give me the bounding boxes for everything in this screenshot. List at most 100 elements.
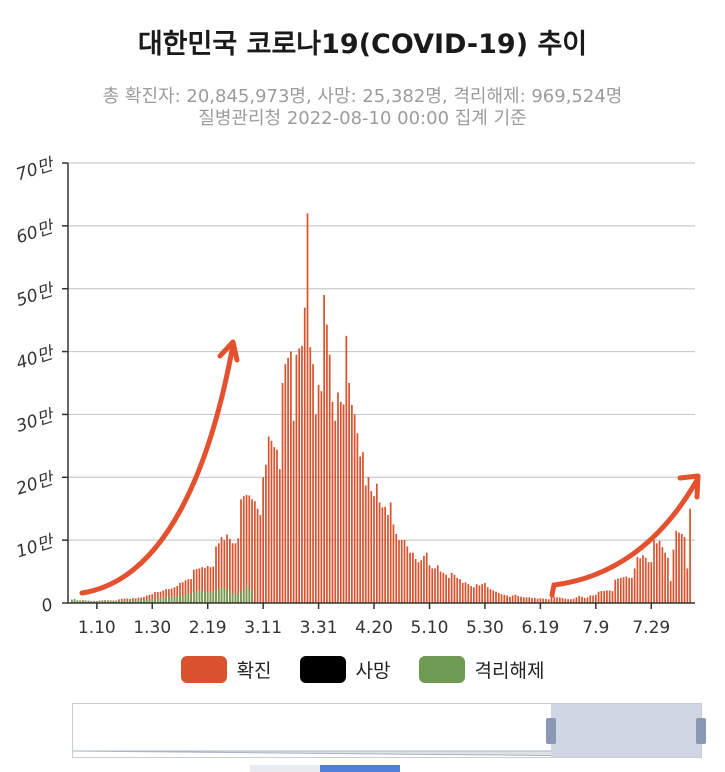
confirmed-bar [320,391,323,603]
released-bar [206,592,209,603]
released-bar [220,587,223,603]
confirmed-bar [617,578,619,603]
confirmed-bar [561,597,564,603]
confirmed-bar [631,577,633,603]
confirmed-bar [539,598,542,603]
confirmed-bar [625,576,628,603]
rising-arrow-right-head [677,473,701,500]
released-bar [109,600,112,603]
x-tick-label: 3.31 [300,618,338,638]
confirmed-bar [398,540,400,603]
confirmed-bar [442,572,445,603]
released-bar [120,600,123,603]
released-bar [145,599,148,603]
released-bar [195,591,198,603]
confirmed-bar [284,364,287,603]
confirmed-bar [301,345,303,603]
legend-swatch-confirmed [180,656,227,683]
confirmed-bar [204,567,206,603]
confirmed-bar [242,496,245,603]
confirmed-bar [162,590,165,603]
released-bar [123,600,126,603]
confirmed-bar [348,383,350,603]
released-bar [73,598,76,603]
released-bar [154,598,156,603]
x-tick-label: 5.30 [466,618,504,638]
released-bar [126,600,129,603]
confirmed-bar [578,596,581,603]
confirmed-bar [461,582,464,603]
confirmed-bar [406,546,409,603]
confirmed-bar [342,404,345,603]
confirmed-bar [472,587,475,603]
confirmed-bar [428,565,431,603]
confirmed-bar [362,452,364,603]
confirmed-bar [353,414,356,603]
confirmed-bar [436,565,439,603]
confirmed-bar [553,596,556,603]
y-axis: 0 10만 20만 30만 40만 50만 60만 70만 [14,154,69,617]
confirmed-bar [298,348,301,603]
confirmed-bar [387,515,389,603]
released-bar [129,600,131,603]
released-bar [245,584,248,603]
chart-subtitle-totals: 총 확진자: 20,845,973명, 사망: 25,382명, 격리해제: 9… [102,86,623,107]
released-bar [198,590,201,603]
y-tick-label: 10만 [14,531,58,562]
confirmed-bar [195,569,198,603]
released-bar [93,600,95,603]
confirmed-bar [550,597,553,603]
released-bar [84,600,87,603]
confirmed-bar [206,565,209,603]
legend-label-released: 격리해제 [474,660,545,682]
confirmed-bar [423,555,425,603]
confirmed-bar [292,420,295,603]
confirmed-bar [664,552,666,603]
confirmed-bar [270,440,273,603]
scroll-thumb[interactable] [320,765,400,772]
released-bar [204,591,206,603]
released-bar [217,589,220,603]
released-bar [187,593,190,603]
confirmed-bar [201,567,204,603]
confirmed-bar [256,508,259,603]
released-bar [165,597,167,603]
confirmed-bar [517,596,520,603]
released-bar [231,593,234,603]
confirmed-bar [411,552,414,603]
confirmed-bar [223,540,226,603]
confirmed-bar [583,597,586,603]
legend-item-released[interactable]: 격리해제 [418,656,545,683]
confirmed-bar [273,447,276,603]
confirmed-bar [642,555,644,603]
confirmed-bar [661,547,664,603]
confirmed-bar [481,584,484,603]
confirmed-bar [276,449,278,603]
y-tick-label: 0 [39,595,55,617]
released-bar [79,600,82,603]
confirmed-bar [536,598,539,603]
x-tick-label: 1.30 [133,618,171,638]
zoom-handle-left[interactable] [546,718,556,744]
confirmed-bar [217,543,220,603]
released-bar [95,601,98,603]
released-bar [229,591,231,603]
legend-item-confirmed[interactable]: 확진 [180,656,272,683]
data-zoom-slider[interactable] [72,703,706,758]
confirmed-bar [417,562,420,603]
confirmed-bar [497,592,500,603]
released-bar [212,591,215,603]
legend-item-deaths[interactable]: 사망 [299,656,391,683]
legend-label-deaths: 사망 [355,660,391,682]
zoom-handle-right[interactable] [696,718,706,744]
y-tick-label: 60만 [14,217,58,248]
confirmed-bar [253,501,256,603]
confirmed-bars [71,213,691,604]
confirmed-bar [575,597,578,603]
confirmed-bar [237,538,240,603]
confirmed-bar [400,540,403,603]
released-bar [87,600,90,603]
confirmed-bar [486,587,489,603]
zoom-selected-range[interactable] [546,704,706,757]
confirmed-bar [608,590,611,603]
